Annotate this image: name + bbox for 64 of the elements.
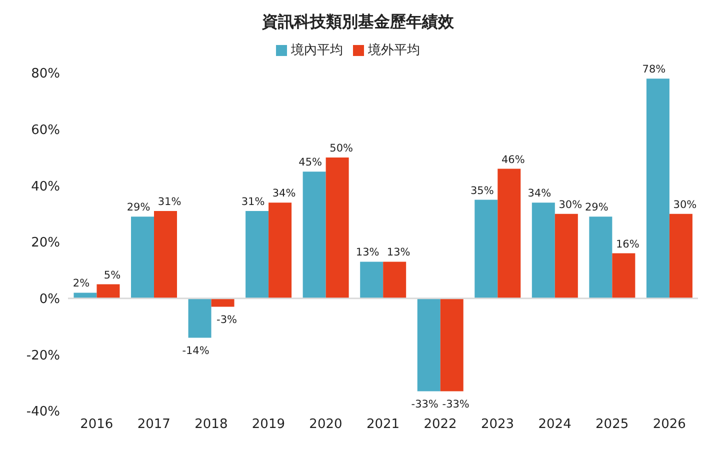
bar [498, 168, 521, 298]
data-label: 29% [126, 202, 150, 214]
bar [131, 216, 154, 298]
y-tick-label: -40% [26, 404, 60, 420]
data-label: 5% [104, 269, 121, 282]
x-tick-label: 2023 [481, 417, 514, 432]
y-tick-label: 80% [31, 66, 60, 82]
x-tick-label: 2016 [80, 417, 114, 432]
data-label: 30% [558, 198, 582, 211]
bar [326, 158, 349, 298]
bar [440, 298, 464, 392]
data-label: 35% [470, 184, 494, 197]
bar [360, 262, 384, 298]
data-label: 50% [330, 142, 354, 154]
data-label: 16% [616, 238, 640, 250]
data-label: -3% [216, 314, 238, 326]
bar [268, 202, 292, 298]
x-tick-label: 2017 [137, 417, 170, 432]
bar [246, 211, 269, 298]
data-label: 31% [241, 196, 265, 208]
x-tick-label: 2026 [652, 417, 686, 432]
y-tick-label: 40% [31, 179, 60, 194]
bar [554, 214, 578, 298]
bar [383, 262, 406, 298]
data-label: 13% [386, 246, 410, 259]
data-label: -14% [182, 344, 210, 357]
data-label: 45% [298, 156, 322, 169]
data-label: 78% [642, 64, 666, 76]
bar [669, 214, 692, 298]
x-tick-label: 2018 [194, 417, 228, 432]
data-label: 34% [272, 188, 296, 200]
bar [589, 216, 612, 298]
data-label: 46% [501, 154, 525, 166]
y-tick-label: 0% [39, 292, 60, 307]
data-label: 13% [356, 246, 380, 259]
data-label: -33% [442, 398, 470, 410]
data-label: -33% [411, 398, 438, 410]
x-tick-label: 2024 [538, 417, 572, 432]
bar [188, 298, 212, 338]
bar [302, 172, 326, 298]
bar [474, 200, 498, 298]
bar [154, 211, 177, 298]
data-label: 29% [585, 202, 608, 214]
y-tick-label: 60% [31, 122, 60, 138]
data-label: 30% [673, 198, 697, 211]
x-tick-label: 2025 [596, 417, 629, 432]
y-tick-label: -20% [26, 348, 60, 364]
bar [417, 298, 440, 392]
legend-label: 境外平均 [368, 43, 420, 58]
x-tick-label: 2020 [309, 417, 342, 432]
chart-title: 資訊科技類別基金歷年績效 [261, 11, 455, 33]
legend-label: 境內平均 [291, 43, 343, 58]
bar [211, 298, 234, 307]
data-label: 2% [72, 278, 90, 290]
data-label: 34% [528, 188, 552, 200]
bar [646, 78, 670, 298]
y-tick-label: 20% [31, 236, 60, 251]
bar [532, 202, 555, 298]
bar [612, 253, 636, 298]
data-label: 31% [158, 196, 182, 208]
x-tick-label: 2022 [424, 417, 457, 432]
x-tick-label: 2019 [252, 417, 285, 432]
x-tick-label: 2021 [366, 417, 400, 432]
bar [96, 284, 120, 298]
